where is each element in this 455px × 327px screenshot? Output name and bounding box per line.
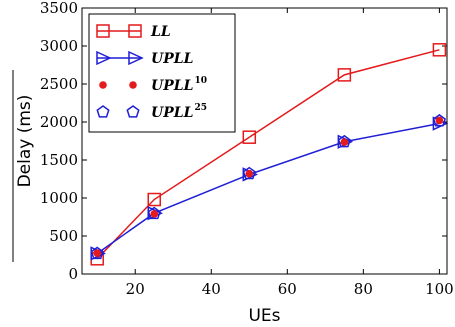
legend-label-superscript: 25	[194, 103, 207, 113]
legend-marker	[129, 81, 137, 89]
legend-marker	[96, 24, 110, 38]
series-0-point	[242, 130, 257, 144]
y-tick-label: 2500	[40, 75, 78, 93]
series-3-point	[90, 246, 104, 260]
legend-entry: UPLL 25	[96, 103, 207, 121]
legend-marker	[126, 105, 140, 118]
x-tick-label: 40	[202, 280, 221, 298]
series-3-point	[432, 113, 446, 127]
y-tick-label: 1000	[40, 189, 78, 207]
y-tick-label: 1500	[40, 151, 78, 169]
series-2-point	[340, 138, 349, 146]
series-3-point	[337, 134, 351, 148]
series-0-point	[432, 43, 447, 57]
legend-label: LL	[150, 24, 171, 40]
x-tick-label: 20	[126, 280, 145, 298]
plot-frame	[81, 7, 448, 275]
y-tick-label: 3500	[40, 0, 78, 17]
y-tick-label: 3000	[40, 37, 78, 55]
y-axis-ticks: 0 500 1000 1500 2000 2500 3000 3500	[40, 0, 447, 283]
y-tick-label: 2000	[40, 113, 78, 131]
series-layer	[90, 43, 449, 266]
legend-marker	[128, 50, 144, 66]
series-2	[93, 116, 444, 257]
series-2-point	[93, 249, 102, 257]
y-tick-label: 0	[68, 265, 78, 283]
x-tick-label: 80	[354, 280, 373, 298]
legend-label: UPLL	[151, 51, 194, 67]
legend-entry: UPLL 10	[99, 76, 207, 94]
legend-marker	[99, 81, 107, 89]
legend-entry: UPLL	[96, 50, 194, 67]
series-3	[90, 113, 446, 260]
legend-entry: LL	[96, 24, 171, 40]
legend-label: UPLL	[151, 78, 194, 94]
series-2-point	[245, 169, 254, 178]
series-0-line	[96, 49, 440, 260]
x-tick-label: 60	[278, 280, 297, 298]
series-0-point	[147, 192, 161, 207]
legend-marker	[128, 24, 142, 38]
legend-marker	[96, 50, 112, 66]
x-tick-label: 100	[425, 280, 454, 298]
y-axis-label: Delay (ms)	[15, 95, 35, 188]
series-3-point	[147, 206, 161, 220]
x-axis-label: UEs	[248, 306, 280, 326]
series-2-point	[435, 116, 444, 125]
series-1-line	[96, 122, 440, 255]
legend-label: UPLL	[151, 105, 194, 121]
legend-box	[88, 13, 236, 133]
series-0-point	[337, 68, 352, 82]
x-axis-ticks: 20 40 60 80 100	[126, 8, 454, 298]
legend-marker	[96, 105, 110, 118]
series-2-point	[150, 210, 159, 218]
series-1	[90, 116, 449, 261]
series-3-point	[242, 166, 256, 180]
legend-label-superscript: 10	[194, 76, 207, 86]
y-tick-label: 500	[49, 227, 78, 245]
